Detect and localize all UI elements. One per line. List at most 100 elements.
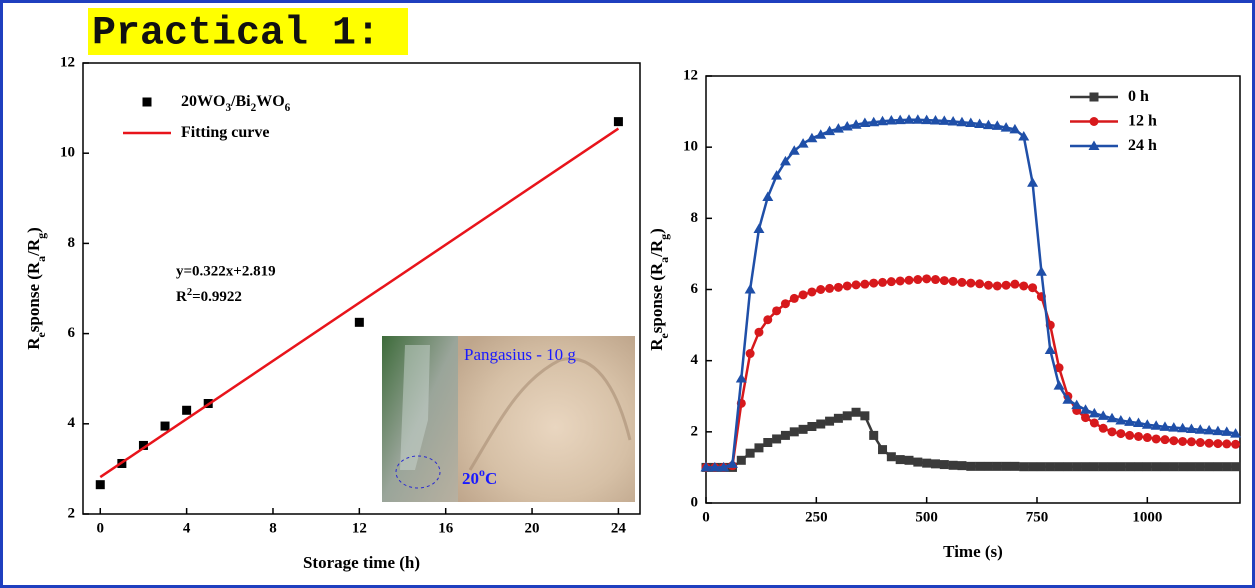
x-tick-label: 4 [183,520,191,536]
x-axis-title: Storage time (h) [303,553,420,572]
marker [1028,462,1038,472]
marker [895,276,905,286]
marker [1054,462,1064,472]
plot-frame [82,62,641,515]
marker [771,170,783,180]
marker [825,416,835,426]
marker [930,275,940,285]
marker [1063,462,1073,472]
marker [842,281,852,291]
marker [992,461,1002,471]
marker [1072,462,1082,472]
x-tick-label: 8 [269,520,277,536]
marker [1142,433,1152,443]
x-tick-label: 12 [352,520,367,536]
marker [868,116,880,127]
marker [1054,363,1064,373]
y-tick-label: 6 [68,325,76,341]
marker [1081,462,1091,472]
marker [1080,404,1092,414]
y-tick-label: 10 [60,145,75,161]
marker [1044,344,1056,354]
marker [903,114,915,124]
y-tick-label: 8 [691,210,699,226]
marker [1010,461,1020,471]
marker [904,455,914,465]
marker [1168,422,1180,432]
marker [718,461,730,472]
marker [956,116,968,127]
marker [957,277,967,287]
marker [869,278,879,288]
marker [1141,419,1153,429]
marker [1212,425,1224,436]
marker [832,123,844,133]
marker [182,405,192,415]
marker [1009,123,1021,134]
marker [1001,461,1011,471]
marker [1115,414,1127,425]
marker [772,306,782,316]
marker [788,145,800,155]
marker [983,280,993,290]
marker [1213,462,1223,472]
marker [913,457,923,467]
marker [1213,439,1223,449]
legend-label: 24 h [1128,137,1157,154]
marker [860,279,870,289]
y-tick-label: 4 [68,415,76,431]
marker [1133,431,1143,441]
marker [966,278,976,288]
marker [1124,416,1136,426]
marker [991,120,1003,130]
marker [878,277,888,287]
marker [807,287,817,297]
marker [1222,439,1232,449]
marker [1222,462,1232,472]
marker [1028,283,1038,293]
marker [1045,462,1055,472]
legend-label: 12 h [1128,112,1157,129]
marker [1088,140,1100,150]
marker [965,117,977,127]
marker [1089,418,1099,428]
marker [1098,462,1108,472]
marker [1125,430,1135,440]
marker [939,276,949,286]
marker [1053,380,1065,390]
marker [851,407,861,417]
marker [1186,462,1196,472]
marker [904,275,914,285]
y-axis-title: Response (Ra/Rg) [24,227,48,350]
marker [789,293,799,303]
x-tick-label: 750 [1026,509,1049,525]
series-line [99,127,620,479]
marker [798,290,808,300]
marker [1088,407,1100,418]
y-tick-label: 0 [691,494,699,510]
marker [894,114,906,125]
x-axis-title: Time (s) [943,542,1003,561]
marker [1151,462,1161,472]
marker [1231,439,1241,449]
marker [1178,462,1188,472]
marker [1116,429,1126,439]
marker [1010,279,1020,289]
marker [975,461,985,471]
marker [779,155,791,166]
marker [1098,423,1108,433]
marker [886,277,896,287]
marker [859,117,871,127]
marker [1027,177,1039,187]
x-tick-label: 0 [97,520,105,536]
marker [1116,462,1126,472]
marker [947,116,959,126]
marker [1203,424,1215,435]
marker [948,276,958,286]
marker [753,223,765,234]
marker [1089,92,1099,102]
marker [948,460,958,470]
marker [754,443,764,453]
marker [1186,437,1196,447]
